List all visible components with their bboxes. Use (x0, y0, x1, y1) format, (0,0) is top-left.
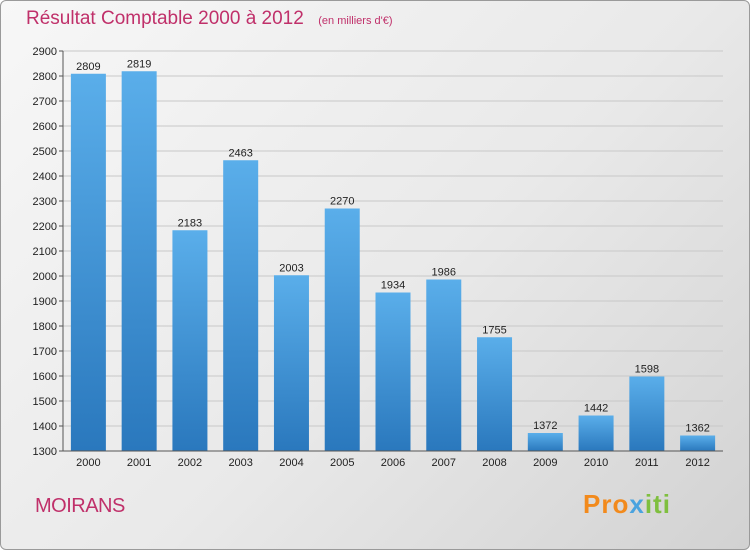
bar-2007 (426, 279, 462, 451)
x-tick-label: 2008 (482, 457, 506, 469)
data-label-2000: 2809 (76, 61, 100, 73)
x-tick-label: 2011 (635, 457, 659, 469)
x-tick-label: 2007 (432, 457, 456, 469)
chart-subtitle: (en milliers d'€) (318, 15, 393, 27)
x-tick-label: 2000 (76, 457, 100, 469)
x-tick-label: 2005 (330, 457, 354, 469)
city-name: MOIRANS (35, 495, 125, 517)
bar-2009 (527, 433, 563, 451)
bar-2008 (477, 337, 513, 451)
data-label-2004: 2003 (279, 262, 303, 274)
y-tick-label: 1600 (33, 371, 57, 383)
bar-2002 (172, 230, 208, 451)
x-tick-label: 2010 (584, 457, 608, 469)
x-tick-label: 2009 (533, 457, 557, 469)
x-tick-label: 2001 (127, 457, 151, 469)
x-tick-label: 2006 (381, 457, 405, 469)
y-tick-label: 1300 (33, 446, 57, 458)
x-tick-label: 2012 (685, 457, 709, 469)
y-tick-label: 1900 (33, 296, 57, 308)
bar-2005 (324, 208, 360, 451)
data-label-2011: 1598 (635, 364, 659, 376)
x-tick-label: 2004 (279, 457, 303, 469)
data-label-2002: 2183 (178, 217, 202, 229)
bar-2004 (273, 275, 309, 451)
x-tick-label: 2002 (178, 457, 202, 469)
y-tick-label: 2200 (33, 221, 57, 233)
bar-2001 (121, 71, 157, 451)
y-tick-label: 1500 (33, 396, 57, 408)
data-label-2003: 2463 (228, 147, 252, 159)
data-label-2009: 1372 (533, 420, 557, 432)
y-tick-label: 2800 (33, 71, 57, 83)
x-axis: 2000 2001 2002 2003 2004 2005 2006 2007 2008 2009… (63, 450, 723, 469)
y-tick-label: 2700 (33, 96, 57, 108)
bar-2006 (375, 292, 411, 451)
y-tick-label: 2300 (33, 196, 57, 208)
bars: 2809 2819 2183 2463 2003 2270 1934 1986 1755 1372… (70, 58, 716, 451)
y-tick-label: 2000 (33, 271, 57, 283)
bar-2000 (70, 73, 106, 451)
data-label-2006: 1934 (381, 280, 405, 292)
x-tick-label: 2003 (228, 457, 252, 469)
y-tick-label: 1400 (33, 421, 57, 433)
y-axis: 1300 1400 1500 1600 1700 1800 1900 2000 2100 2200… (33, 46, 64, 458)
y-tick-label: 2600 (33, 121, 57, 133)
chart-title: Résultat Comptable 2000 à 2012 (26, 8, 304, 29)
chart-title-block: Résultat Comptable 2000 à 2012 (en milli… (26, 8, 393, 30)
y-tick-label: 2500 (33, 146, 57, 158)
y-tick-label: 2100 (33, 246, 57, 258)
y-tick-label: 2900 (33, 46, 57, 58)
bar-2011 (629, 376, 665, 451)
data-label-2005: 2270 (330, 196, 354, 208)
bar-2010 (578, 415, 614, 451)
proxiti-logo: Proxiti (583, 489, 671, 519)
y-tick-label: 1700 (33, 346, 57, 358)
data-label-2007: 1986 (432, 267, 456, 279)
data-label-2001: 2819 (127, 58, 151, 70)
y-tick-label: 1800 (33, 321, 57, 333)
bar-2003 (223, 160, 259, 451)
bar-2012 (680, 435, 716, 451)
y-tick-label: 2400 (33, 171, 57, 183)
data-label-2012: 1362 (685, 423, 709, 435)
data-label-2008: 1755 (482, 324, 506, 336)
data-label-2010: 1442 (584, 403, 608, 415)
